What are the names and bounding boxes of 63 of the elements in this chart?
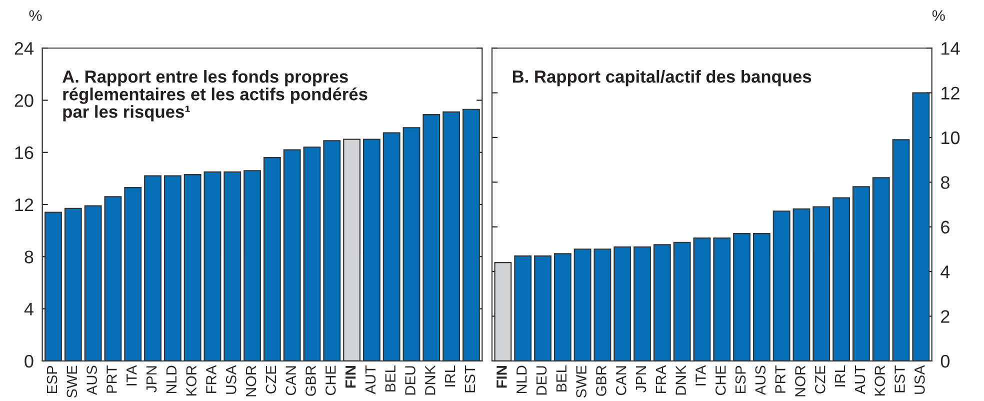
x-tick-label: FRA (206, 365, 216, 394)
x-tick-label: AUT (854, 365, 866, 394)
y-tick-label: 4 (24, 302, 34, 316)
y2-tick-label: 4 (940, 266, 950, 278)
x-tick-label: CZE (266, 366, 276, 394)
x-tick-label: PRT (775, 365, 786, 393)
y-tick-label: 16 (15, 146, 34, 160)
x-tick-label: DNK (676, 365, 686, 395)
x-tick-label: DNK (425, 365, 436, 395)
x-tick-label: SWE (576, 366, 586, 398)
x-tick-label: ITA (126, 365, 137, 386)
y-tick-label: 12 (15, 198, 34, 212)
x-tick-label: USA (914, 365, 925, 394)
x-tick-label: NOR (246, 366, 256, 396)
x-tick-label: NLD (166, 366, 176, 394)
x-tick-label: JPN (146, 366, 157, 392)
x-tick-label: AUT (365, 365, 376, 394)
x-tick-label: GBR (306, 366, 316, 396)
y2-tick-label: 0 (940, 354, 950, 368)
x-tick-label: IRL (835, 366, 846, 386)
x-tick-label: BEL (385, 366, 396, 392)
x-tick-label: ESP (735, 366, 746, 394)
x-tick-label: NLD (516, 366, 527, 394)
x-tick-label: CHE (715, 366, 726, 396)
y-tick-label: 24 (14, 42, 34, 55)
x-tick-label: CZE (814, 366, 826, 394)
x-tick-label: EST (894, 365, 905, 392)
y2-tick-label: 6 (941, 220, 950, 234)
y2-tick-label: 10 (942, 131, 960, 144)
x-tick-label: KOR (186, 366, 196, 396)
x-tick-label: JPN (636, 366, 646, 392)
x-tick-label: AUS (86, 366, 97, 396)
y2-tick-label: 2 (941, 310, 950, 323)
y2-axis-title: % (932, 10, 945, 21)
x-tick-label: BEL (556, 366, 566, 392)
x-tick-label: KOR (874, 366, 886, 396)
x-tick-label: DEU (405, 366, 416, 395)
x-tick-label: DEU (536, 366, 547, 395)
text: A. Rapport entre les fonds propres réglementaires et les actifs pondérés par les risques¹ (62, 70, 368, 122)
x-tick-label: EST (464, 365, 476, 392)
x-tick-label: FRA (656, 365, 666, 394)
x-tick-label: GBR (596, 366, 606, 396)
text: B. Rapport capital/actif des banques (512, 70, 812, 86)
x-tick-label: FIN (496, 366, 507, 388)
y-tick-label: 20 (14, 94, 34, 107)
x-tick-label: SWE (66, 366, 78, 398)
y2-tick-label: 8 (940, 176, 950, 189)
x-tick-label: FIN (346, 366, 356, 388)
y-tick-label: 8 (24, 250, 34, 264)
x-tick-label: IRL (445, 366, 456, 386)
x-tick-label: NOR (795, 366, 806, 396)
x-tick-label: USA (226, 365, 236, 394)
y-tick-label: 0 (24, 354, 34, 368)
x-tick-label: CHE (325, 366, 336, 396)
x-tick-label: AUS (755, 366, 766, 396)
x-tick-label: PRT (106, 365, 117, 393)
x-tick-label: CAN (286, 366, 296, 396)
x-tick-label: ITA (696, 365, 706, 386)
y2-tick-label: 12 (942, 86, 960, 100)
y-axis-title: % (29, 10, 42, 21)
x-tick-label: CAN (616, 366, 626, 396)
x-tick-label: ESP (46, 366, 58, 394)
y2-tick-label: 14 (942, 42, 960, 55)
